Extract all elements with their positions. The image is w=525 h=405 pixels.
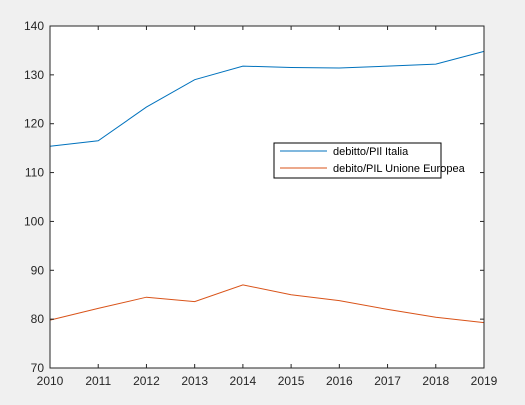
axes-layer: 2010 2011 2012 2013 2014 2015 2016 2017 2018 2019… (24, 19, 498, 388)
x-tick-label: 2012 (133, 374, 160, 388)
y-tick-label: 120 (24, 117, 44, 131)
x-tick-label: 2011 (85, 374, 111, 388)
x-tick-label: 2015 (278, 374, 305, 388)
legend-box (273, 142, 442, 179)
legend: debitto/PIl Italia debito/PIL Unione Eur… (273, 142, 466, 179)
y-tick-label: 80 (31, 312, 45, 326)
legend-label-italia: debitto/PIl Italia (333, 146, 409, 158)
x-tick-label: 2017 (374, 374, 401, 388)
x-tick-label: 2019 (471, 374, 498, 388)
x-tick-label: 2013 (181, 374, 208, 388)
y-tick-label: 100 (24, 214, 44, 228)
x-tick-label: 2014 (230, 374, 257, 388)
y-tick-label: 130 (24, 68, 44, 82)
x-tick-label: 2010 (37, 374, 64, 388)
x-tick-label: 2016 (326, 374, 353, 388)
y-tick-label: 70 (31, 361, 45, 375)
series-line-1 (49, 284, 485, 324)
axes-box (49, 25, 485, 369)
series-line-0 (49, 50, 485, 147)
y-tick-label: 110 (25, 166, 44, 180)
legend-label-unione-europea: debito/PIL Unione Europea (333, 163, 466, 175)
y-tick-label: 140 (24, 19, 44, 33)
y-tick-label: 90 (31, 263, 45, 277)
x-tick-label: 2018 (422, 374, 449, 388)
plot-area (50, 26, 484, 368)
